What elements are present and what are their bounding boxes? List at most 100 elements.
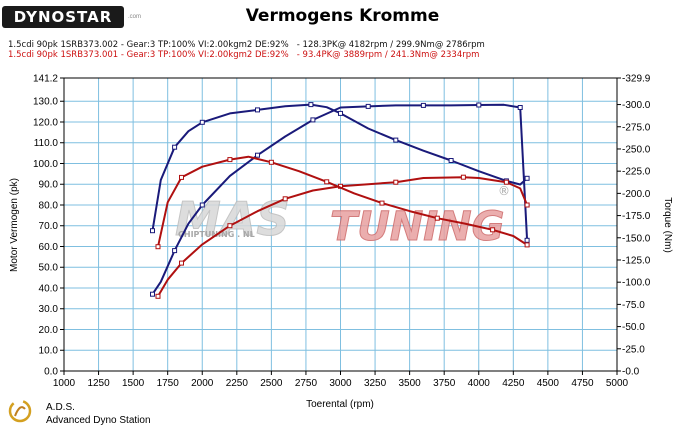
series-3-power-point <box>179 260 184 266</box>
y-tick-label: 10.0 <box>39 346 59 357</box>
series-2-torque-point <box>524 175 530 181</box>
run-legend-1: 1.5cdi 90pk 1SRB373.002 - Gear:3 TP:100%… <box>8 40 485 50</box>
footer-description: Advanced Dyno Station <box>46 415 151 426</box>
y-tick-label: 50.0 <box>39 263 59 274</box>
x-tick-label: 5000 <box>606 378 629 389</box>
series-3-power-point <box>503 179 509 185</box>
series-4-torque-point <box>268 159 274 165</box>
series-lines <box>150 102 530 299</box>
series-3-power-point <box>524 202 530 208</box>
y-tick-label: 60.0 <box>39 242 59 253</box>
series-3-power-point <box>155 293 161 299</box>
y2-tick-label: -329.9 <box>622 74 651 85</box>
series-2-torque-point <box>150 228 155 234</box>
x-tick-label: 1750 <box>157 378 180 389</box>
series-2-torque-point <box>338 110 343 116</box>
x-axis-label: Toerental (rpm) <box>306 399 374 410</box>
series-2-torque-line <box>151 103 528 231</box>
series-2-torque-point <box>199 119 205 125</box>
series-4-torque-point <box>155 244 161 250</box>
series-1-power-point <box>172 248 178 254</box>
series-1-power-point <box>310 117 316 123</box>
chart-title: Vermogens Kromme <box>245 6 440 26</box>
logo-domain: .com <box>128 14 142 20</box>
y2-tick-label: -300.0 <box>622 100 651 111</box>
y2-tick-label: -150.0 <box>622 233 651 244</box>
series-1-power-point <box>365 103 371 109</box>
y-tick-label: 40.0 <box>39 283 59 294</box>
y-tick-label: 90.0 <box>39 180 59 191</box>
y-axis-label: Motor Vermogen (pk) <box>9 178 20 272</box>
y-tick-label: 141.2 <box>33 74 58 85</box>
x-tick-label: 2000 <box>191 378 214 389</box>
watermark-reg: ® <box>498 184 510 198</box>
y-tick-label: 80.0 <box>39 200 59 211</box>
series-4-torque-point <box>434 215 440 221</box>
series-4-torque-point <box>379 200 385 206</box>
y2-tick-label: -125.0 <box>622 255 651 266</box>
x-tick-label: 2250 <box>226 378 249 389</box>
y-tick-label: 120.0 <box>33 117 58 128</box>
series-2-torque-point <box>255 107 260 113</box>
y2-tick-label: -250.0 <box>622 144 651 155</box>
y2-tick-label: -0.0 <box>622 367 640 378</box>
x-tick-label: 3500 <box>399 378 422 389</box>
x-tick-label: 4750 <box>571 378 594 389</box>
x-tick-label: 2500 <box>260 378 283 389</box>
x-tick-label: 1500 <box>122 378 145 389</box>
y-tick-label: 70.0 <box>39 221 59 232</box>
series-4-torque-point <box>227 157 233 163</box>
series-1-power-point <box>255 152 260 158</box>
series-2-torque-point <box>172 144 178 150</box>
x-axis-ticks: 1000 1250 1500 1750 2000 2250 2500 2750 3000 3250… <box>53 371 629 389</box>
series-1-power-point <box>199 202 205 208</box>
series-4-torque-point <box>490 227 496 233</box>
series-1-power-point <box>517 105 523 110</box>
series-1-power-line <box>151 103 529 295</box>
y2-tick-label: -25.0 <box>622 344 645 355</box>
series-1-power-point <box>476 102 482 108</box>
footer-brand: A.D.S. <box>46 402 75 413</box>
watermark-text-a: MAS <box>175 192 290 246</box>
y2-tick-label: -175.0 <box>622 211 651 222</box>
series-3-power-point <box>227 223 233 229</box>
x-tick-label: 2750 <box>295 378 318 389</box>
y2-tick-label: -225.0 <box>622 167 651 178</box>
dynostar-logo: DYNOSTAR <box>2 6 124 28</box>
grid-lines <box>64 78 617 371</box>
x-tick-label: 4000 <box>468 378 491 389</box>
x-tick-label: 4500 <box>537 378 560 389</box>
y2-tick-label: -100.0 <box>622 278 651 289</box>
x-tick-label: 3750 <box>433 378 456 389</box>
series-3-power-point <box>393 179 399 185</box>
y2-tick-label: -200.0 <box>622 189 651 200</box>
y2-axis-label: Torque (Nm) <box>662 197 673 253</box>
x-tick-label: 1250 <box>87 378 110 389</box>
x-tick-label: 3250 <box>364 378 387 389</box>
y2-axis-ticks: -0.0 -25.0 -50.0 -75.0 -100.0 -125.0 -150.0 -17… <box>617 74 651 378</box>
y2-tick-label: -275.0 <box>622 122 651 133</box>
ads-logo-icon <box>8 399 32 423</box>
series-4-torque-point <box>324 179 330 185</box>
x-tick-label: 4250 <box>502 378 525 389</box>
y-tick-label: 130.0 <box>33 97 58 108</box>
series-2-torque-point <box>448 158 454 163</box>
series-1-power-point <box>420 102 426 108</box>
series-3-power-point <box>282 196 288 202</box>
y-tick-label: 110.0 <box>34 138 59 149</box>
y-tick-label: 0.0 <box>44 367 58 378</box>
y-tick-label: 100.0 <box>33 159 58 170</box>
series-2-torque-point <box>393 137 399 143</box>
x-tick-label: 1000 <box>53 378 76 389</box>
mastuning-watermark: MAS TUNING CHIPTUNING . NL ® <box>175 184 511 251</box>
series-1-power-point <box>524 237 530 243</box>
y-tick-label: 20.0 <box>39 325 59 336</box>
run-legend-2: 1.5cdi 90pk 1SRB373.001 - Gear:3 TP:100%… <box>8 50 480 60</box>
y-tick-label: 30.0 <box>39 304 59 315</box>
y-axis-ticks: 0.0 10.0 20.0 30.0 40.0 50.0 60.0 70.0 80.0 90.0 1… <box>33 74 64 378</box>
x-tick-label: 3000 <box>329 378 352 389</box>
series-2-torque-point <box>308 102 314 108</box>
y2-tick-label: -50.0 <box>622 322 645 333</box>
series-4-torque-point <box>524 242 530 248</box>
